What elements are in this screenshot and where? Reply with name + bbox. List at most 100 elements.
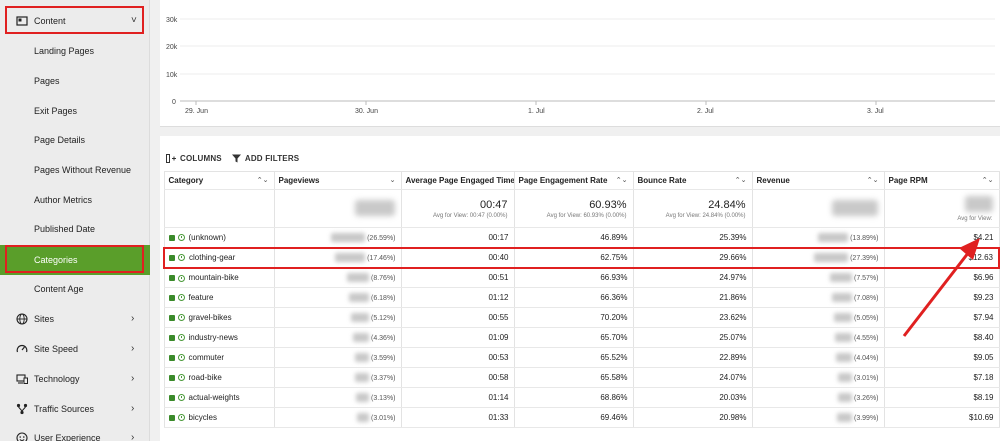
pageviews-cell: (8.76%) [274,267,402,288]
clock-icon [177,234,185,242]
speedometer-icon [16,345,28,353]
traffic-sources-icon [16,403,28,415]
revenue-cell: (3.99%) [752,407,885,428]
sidebar-item-content-age[interactable]: Content Age [0,274,150,304]
column-header-engagement-rate[interactable]: Page Engagement Rate ⌃⌄ [514,171,634,190]
revenue-cell: (27.39%) [752,246,885,269]
column-header-pageviews[interactable]: Pageviews ⌄ [274,171,402,190]
pageviews-pct: (8.76%) [370,275,396,283]
revenue-pct: (7.08%) [853,294,879,302]
category-cell[interactable]: mountain-bike [163,267,275,288]
category-cell[interactable]: road-bike [163,367,275,388]
revenue-cell: (4.04%) [752,347,885,368]
sidebar-item-landing-pages[interactable]: Landing Pages [0,36,150,66]
sidebar-section-user-experience[interactable]: User Experience › [0,423,150,441]
table-row[interactable]: actual-weights (3.13%) 01:14 68.86% 20.03% … [163,387,1000,408]
table-row[interactable]: road-bike (3.37%) 00:58 65.58% 24.07% (3.01… [163,367,1000,388]
category-cell[interactable]: industry-news [163,327,275,348]
table-row[interactable]: commuter (3.59%) 00:53 65.52% 22.89% (4.04%… [163,347,1000,368]
chart-svg: 30k 20k 10k 0 29. Jun 30. Jun 1. Jul 2. … [166,17,995,115]
category-cell[interactable]: bicycles [163,407,275,428]
columns-button[interactable]: COLUMNS [166,153,222,163]
sidebar-section-label: Site Speed [34,344,79,354]
pageviews-pct: (3.59%) [370,354,396,362]
blurred-value [330,232,365,242]
table-row[interactable]: clothing-gear (17.46%) 00:40 62.75% 29.66% … [163,246,1000,269]
sidebar-section-site-speed[interactable]: Site Speed › [0,334,150,364]
sort-icon: ⌃⌄ [981,177,994,184]
revenue-pct: (3.01%) [853,374,879,382]
category-name: industry-news [188,333,238,342]
sidebar-item-label: Published Date [34,224,96,234]
sidebar-item-exit-pages[interactable]: Exit Pages [0,96,150,126]
engagement-rate-cell: 66.36% [514,287,634,308]
table-row[interactable]: bicycles (3.01%) 01:33 69.46% 20.98% (3.99%… [163,407,1000,428]
sidebar-item-pages[interactable]: Pages [0,66,150,96]
category-cell[interactable]: commuter [163,347,275,368]
category-name: (unknown) [188,232,226,242]
category-cell[interactable]: (unknown) [163,227,275,248]
category-cell[interactable]: actual-weights [163,387,275,408]
columns-label: COLUMNS [180,153,222,163]
pageviews-cell: (6.18%) [274,287,402,308]
bounce-rate-cell: 25.07% [633,327,753,348]
sidebar-section-label: Traffic Sources [34,404,95,414]
blurred-value [829,273,852,283]
pageviews-cell: (4.36%) [274,327,402,348]
sidebar-item-label: Content Age [34,284,84,294]
y-tick-label: 30k [166,17,178,24]
sidebar-section-technology[interactable]: Technology › [0,364,150,394]
pageviews-pct: (17.46%) [367,254,396,262]
revenue-pct: (7.57%) [853,275,879,283]
chevron-right-icon: › [131,403,135,414]
category-icon [168,374,175,381]
column-header-page-rpm[interactable]: Page RPM ⌃⌄ [884,171,1000,190]
sort-icon: ⌃⌄ [615,177,628,184]
sidebar-item-categories[interactable]: Categories [0,245,150,275]
bounce-rate-cell: 21.86% [633,287,753,308]
totals-time-cell: 00:47 Avg for View: 00:47 (0.00%) [401,189,515,228]
sidebar: Content ˅ Landing Pages Pages Exit Pages… [0,0,150,441]
bounce-rate-cell: 20.03% [633,387,753,408]
column-header-category[interactable]: Category ⌃⌄ [163,171,275,190]
table-row[interactable]: gravel-bikes (5.12%) 00:55 70.20% 23.62% (5… [163,307,1000,328]
sidebar-item-page-details[interactable]: Page Details [0,125,150,155]
sidebar-section-content[interactable]: Content ˅ [0,6,150,36]
category-cell[interactable]: feature [163,287,275,308]
x-tick-label: 29. Jun [185,108,208,115]
table-row[interactable]: industry-news (4.36%) 01:09 65.70% 25.07% (… [163,327,1000,348]
sidebar-item-author-metrics[interactable]: Author Metrics [0,185,150,215]
revenue-pct: (3.26%) [853,394,879,402]
column-header-avg-engaged-time[interactable]: Average Page Engaged Time ⌃⌄ [401,171,515,190]
clock-icon [177,334,185,342]
category-cell[interactable]: clothing-gear [163,246,275,269]
total-sub: Avg for View: [957,215,993,222]
user-experience-icon [16,432,28,441]
sidebar-section-label: Content [34,16,66,26]
sidebar-item-pages-without-revenue[interactable]: Pages Without Revenue [0,155,150,185]
sidebar-section-sites[interactable]: Sites › [0,304,150,334]
sidebar-item-label: Pages Without Revenue [34,165,132,175]
columns-icon [166,153,176,163]
avg-time-cell: 00:17 [401,227,515,248]
clock-icon [177,394,185,402]
pageviews-pct: (3.37%) [370,374,396,382]
table-row[interactable]: mountain-bike (8.76%) 00:51 66.93% 24.97% (… [163,267,1000,288]
sidebar-section-traffic-sources[interactable]: Traffic Sources › [0,394,150,424]
sort-icon: ⌃⌄ [496,177,509,184]
category-icon [168,354,175,361]
avg-time-cell: 00:51 [401,267,515,288]
revenue-cell: (3.01%) [752,367,885,388]
table-row[interactable]: feature (6.18%) 01:12 66.36% 21.86% (7.08%)… [163,287,1000,308]
add-filters-button[interactable]: ADD FILTERS [231,154,300,163]
column-header-label: Page Engagement Rate [518,176,608,185]
table-row[interactable]: (unknown) (26.59%) 00:17 46.89% 25.39% (13.… [163,227,1000,248]
column-header-label: Page RPM [888,176,928,185]
column-header-revenue[interactable]: Revenue ⌃⌄ [752,171,885,190]
sidebar-item-published-date[interactable]: Published Date [0,214,150,244]
blurred-value [833,313,852,323]
column-header-bounce-rate[interactable]: Bounce Rate ⌃⌄ [633,171,753,190]
category-cell[interactable]: gravel-bikes [163,307,275,328]
engagement-rate-cell: 68.86% [514,387,634,408]
page-rpm-cell: $9.23 [884,287,1000,308]
